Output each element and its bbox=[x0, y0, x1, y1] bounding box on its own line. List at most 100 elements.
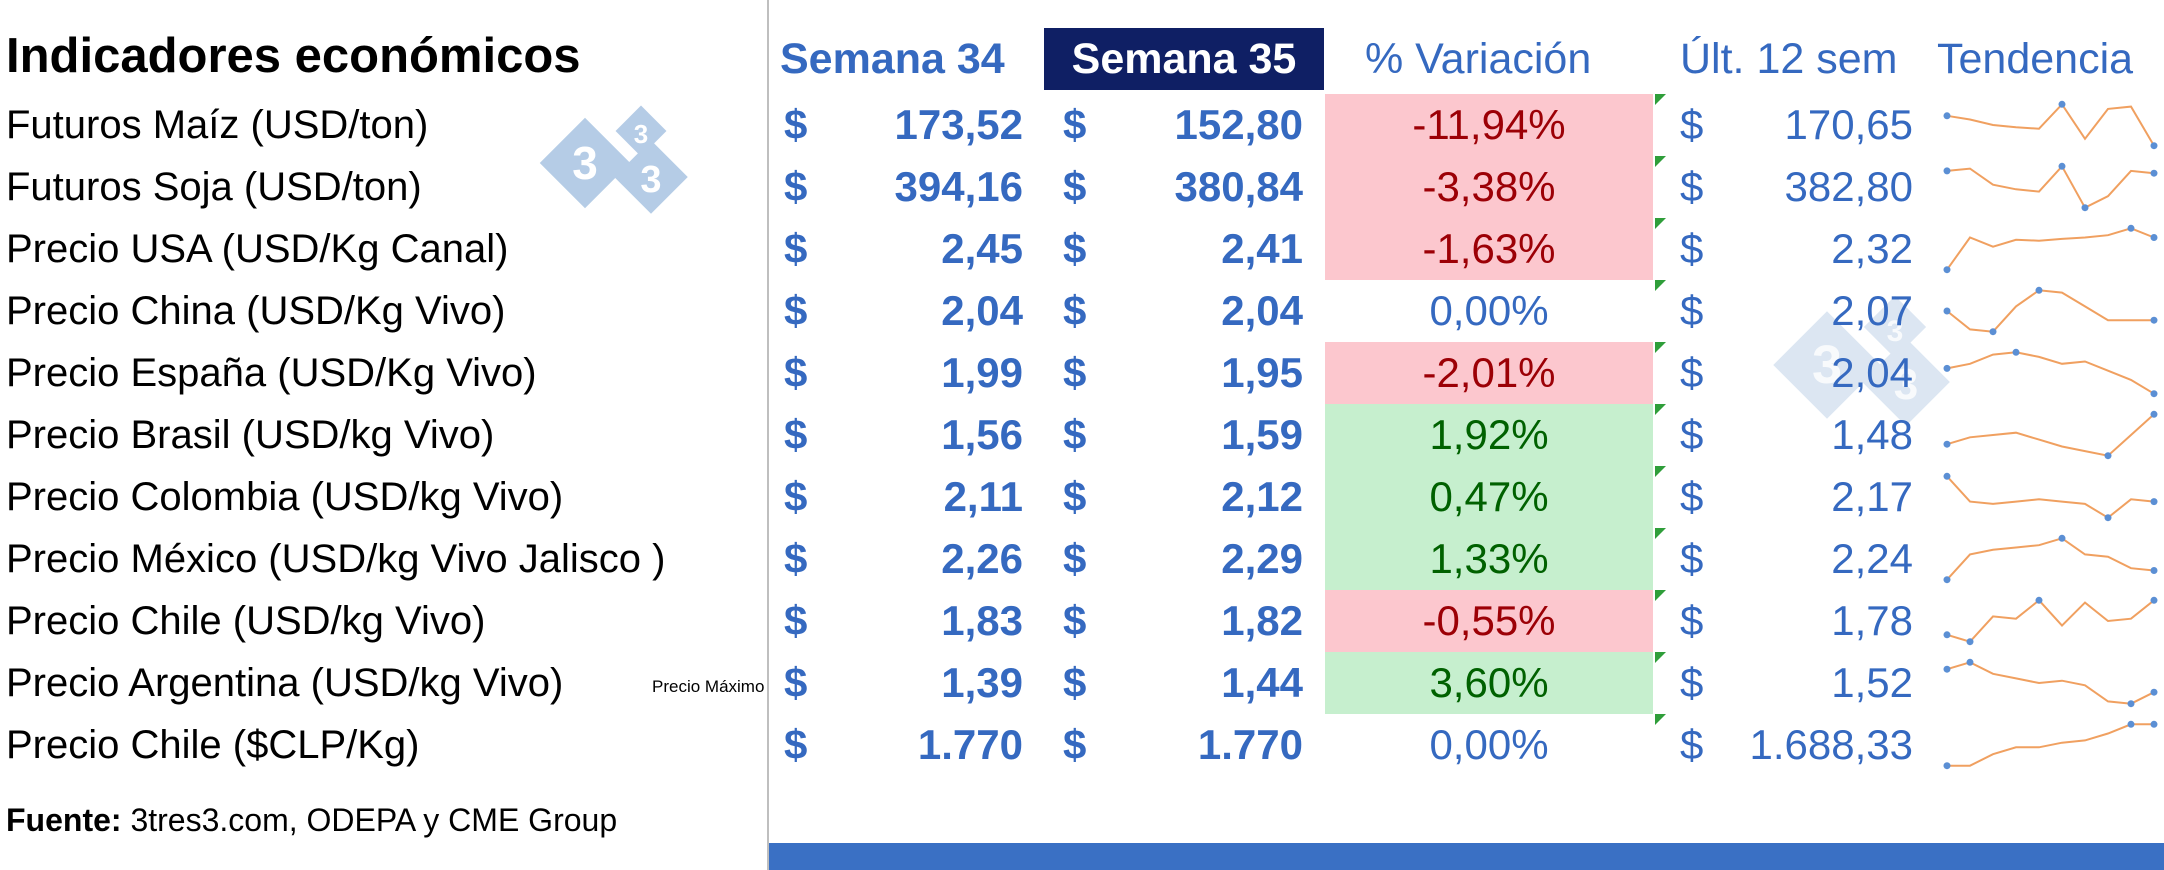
trend-marker bbox=[1943, 167, 1951, 175]
currency-symbol: $ bbox=[784, 101, 808, 148]
value-ult-12-sem: 1,52 bbox=[1831, 659, 1913, 706]
currency-symbol: $ bbox=[1680, 597, 1704, 644]
currency-symbol: $ bbox=[1063, 721, 1087, 768]
trend-marker bbox=[1943, 762, 1951, 770]
value-ult-12-sem: 1,48 bbox=[1831, 411, 1913, 458]
trend-sparkline bbox=[1943, 224, 2158, 274]
trend-line bbox=[1946, 413, 2155, 457]
value-semana-34: 1,39 bbox=[941, 659, 1023, 706]
value-semana-34: 1,83 bbox=[941, 597, 1023, 644]
table-row: Precio Chile (USD/kg Vivo) $1,83 $1,82 -0,5… bbox=[0, 590, 2164, 652]
trend-sparkline bbox=[1943, 596, 2158, 646]
trend-marker bbox=[2150, 596, 2158, 604]
comment-indicator bbox=[1655, 714, 1666, 725]
header-tendencia: Tendencia bbox=[1937, 35, 2134, 83]
value-semana-35: 152,80 bbox=[1174, 101, 1303, 148]
value-semana-35: 1,95 bbox=[1221, 349, 1303, 396]
bottom-bar bbox=[769, 843, 2164, 870]
currency-symbol: $ bbox=[1063, 163, 1087, 210]
currency-symbol: $ bbox=[1680, 659, 1704, 706]
currency-symbol: $ bbox=[1063, 411, 1087, 458]
currency-symbol: $ bbox=[1063, 287, 1087, 334]
value-semana-35: 2,12 bbox=[1221, 473, 1303, 520]
trend-sparkline bbox=[1943, 658, 2158, 708]
table-row: Precio China (USD/Kg Vivo) $2,04 $2,04 0,00… bbox=[0, 280, 2164, 342]
svg-text:3: 3 bbox=[572, 137, 598, 189]
trend-marker bbox=[2127, 720, 2135, 728]
value-semana-34: 173,52 bbox=[894, 101, 1023, 148]
value-ult-12-sem: 2,04 bbox=[1831, 349, 1913, 396]
value-semana-34: 2,04 bbox=[941, 287, 1023, 334]
value-semana-34: 2,26 bbox=[941, 535, 1023, 582]
value-ult-12-sem: 170,65 bbox=[1784, 101, 1913, 148]
currency-symbol: $ bbox=[1680, 411, 1704, 458]
currency-symbol: $ bbox=[784, 535, 808, 582]
indicator-label: Precio USA (USD/Kg Canal) bbox=[6, 227, 509, 271]
value-semana-34: 2,45 bbox=[941, 225, 1023, 272]
trend-line bbox=[1946, 102, 2155, 147]
variation-cell: -2,01% bbox=[1325, 342, 1653, 404]
value-ult-12-sem: 1.688,33 bbox=[1749, 721, 1914, 768]
trend-line bbox=[1946, 351, 2155, 395]
currency-symbol: $ bbox=[784, 349, 808, 396]
svg-text:3: 3 bbox=[1887, 315, 1904, 348]
value-ult-12-sem: 2,17 bbox=[1831, 473, 1913, 520]
trend-line bbox=[1946, 164, 2155, 210]
trend-line bbox=[1946, 289, 2154, 333]
currency-symbol: $ bbox=[1680, 473, 1704, 520]
value-ult-12-sem: 2,32 bbox=[1831, 225, 1913, 272]
trend-marker bbox=[2150, 316, 2158, 324]
comment-indicator bbox=[1655, 652, 1666, 663]
value-semana-35: 2,04 bbox=[1221, 287, 1303, 334]
source-text: 3tres3.com, ODEPA y CME Group bbox=[121, 802, 618, 838]
variation-cell: -0,55% bbox=[1325, 590, 1653, 652]
comment-indicator bbox=[1655, 280, 1666, 291]
header-semana-35: Semana 35 bbox=[1044, 28, 1324, 90]
currency-symbol: $ bbox=[1680, 721, 1704, 768]
trend-marker bbox=[2058, 162, 2066, 170]
trend-marker bbox=[1966, 658, 1974, 666]
trend-marker bbox=[2058, 534, 2066, 542]
value-ult-12-sem: 2,24 bbox=[1831, 535, 1913, 582]
trend-marker bbox=[2150, 410, 2158, 418]
variation-cell: 1,92% bbox=[1325, 404, 1653, 466]
table-row: Precio Argentina (USD/kg Vivo) Precio Máx… bbox=[0, 652, 2164, 714]
currency-symbol: $ bbox=[784, 163, 808, 210]
table-row: Precio Brasil (USD/kg Vivo) $1,56 $1,59 1,9… bbox=[0, 404, 2164, 466]
trend-sparkline bbox=[1943, 100, 2158, 150]
svg-text:3: 3 bbox=[1894, 360, 1918, 409]
comment-indicator bbox=[1655, 590, 1666, 601]
trend-marker bbox=[1943, 440, 1951, 448]
trend-marker bbox=[2104, 452, 2112, 460]
value-semana-35: 1,82 bbox=[1221, 597, 1303, 644]
source-label: Fuente: bbox=[6, 802, 122, 838]
trend-marker bbox=[1943, 307, 1951, 315]
svg-text:3: 3 bbox=[640, 159, 661, 201]
trend-marker bbox=[2035, 596, 2043, 604]
currency-symbol: $ bbox=[1680, 535, 1704, 582]
watermark-logo-left: 3 3 3 bbox=[539, 105, 688, 214]
trend-sparkline bbox=[1943, 162, 2158, 212]
currency-symbol: $ bbox=[784, 721, 808, 768]
trend-marker bbox=[1989, 328, 1997, 336]
variation-cell: 3,60% bbox=[1325, 652, 1653, 714]
currency-symbol: $ bbox=[1063, 659, 1087, 706]
value-semana-34: 394,16 bbox=[894, 163, 1023, 210]
trend-marker bbox=[2058, 100, 2066, 108]
comment-indicator bbox=[1655, 94, 1666, 105]
trend-marker bbox=[2081, 204, 2089, 212]
page-title: Indicadores económicos bbox=[6, 29, 581, 83]
value-ult-12-sem: 382,80 bbox=[1784, 163, 1913, 210]
trend-marker bbox=[2150, 567, 2158, 574]
table-row: Precio Chile ($CLP/Kg) $1.770 $1.770 0,00% $… bbox=[0, 714, 2164, 776]
trend-marker bbox=[1943, 112, 1951, 120]
trend-marker bbox=[1966, 638, 1974, 646]
indicator-label: Precio México (USD/kg Vivo Jalisco ) bbox=[6, 537, 666, 581]
header-semana-34: Semana 34 bbox=[780, 35, 1005, 83]
trend-marker bbox=[2150, 688, 2158, 696]
svg-text:3: 3 bbox=[634, 119, 648, 149]
currency-symbol: $ bbox=[784, 473, 808, 520]
indicator-label: Precio China (USD/Kg Vivo) bbox=[6, 289, 506, 333]
value-semana-34: 1,99 bbox=[941, 349, 1023, 396]
currency-symbol: $ bbox=[1063, 349, 1087, 396]
